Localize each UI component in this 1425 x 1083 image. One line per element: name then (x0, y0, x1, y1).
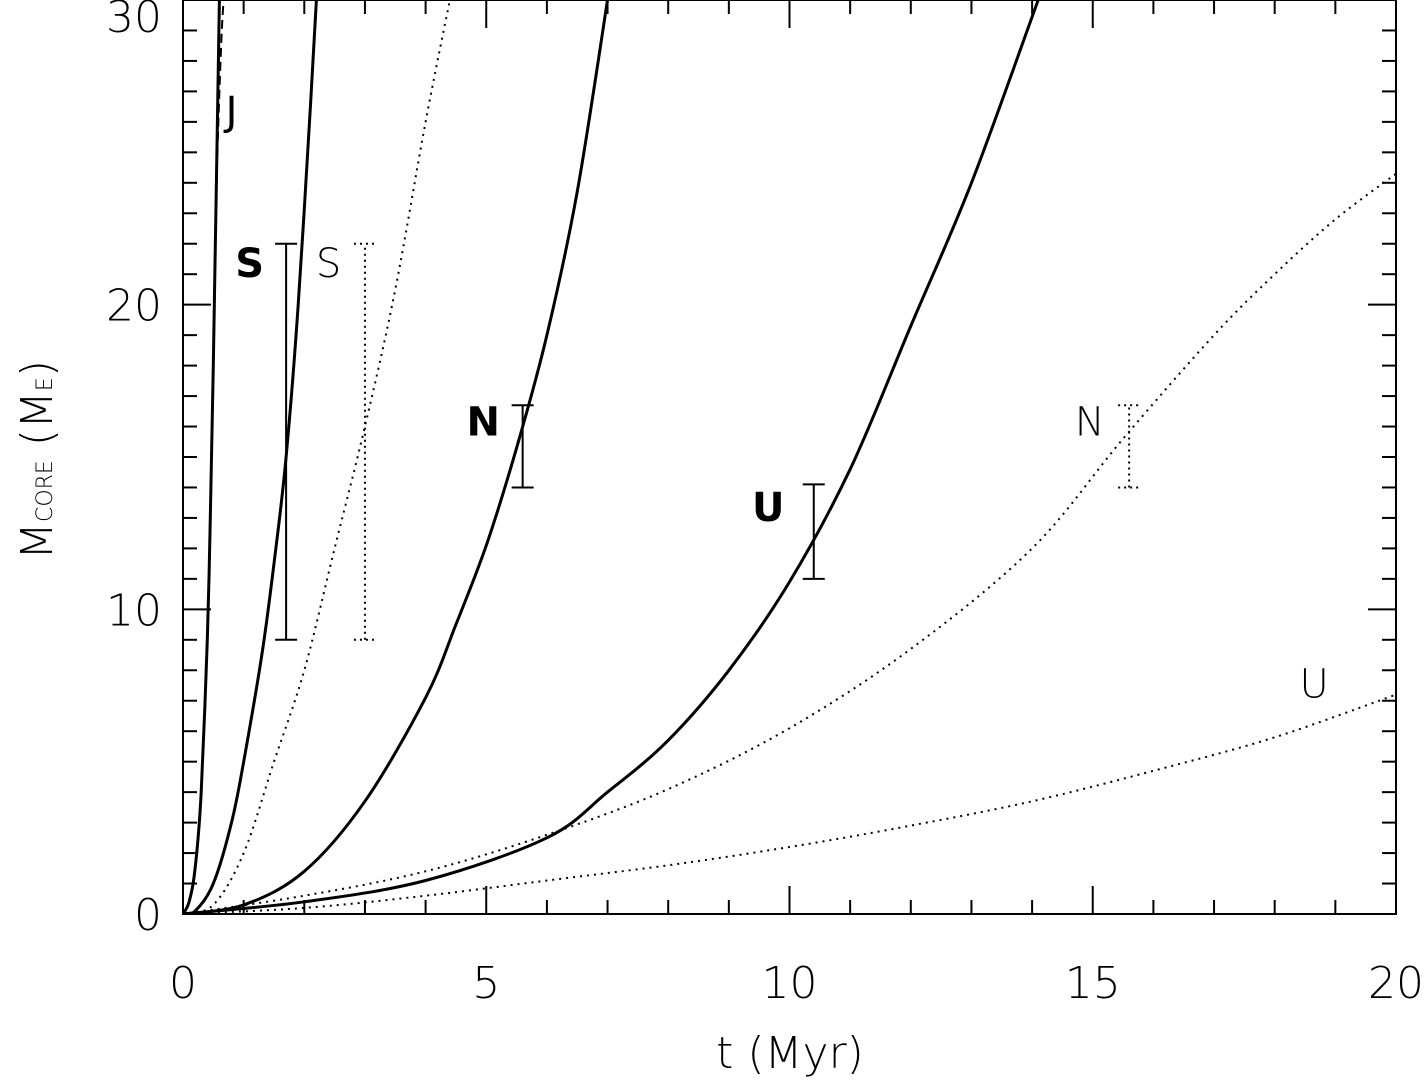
y-axis-title: MCORE (ME) (12, 360, 63, 560)
planet-label-u-5: U (752, 485, 784, 531)
svg-text:MCORE (ME): MCORE (ME) (12, 360, 63, 560)
series-line-3-solid (183, 0, 318, 914)
curves (183, 0, 1396, 914)
y-axis-title-main: M (12, 522, 63, 560)
series-line-6-solid (183, 0, 1040, 914)
planet-label-s-3: S (316, 241, 341, 287)
y-axis-title-sub: CORE (33, 460, 58, 522)
x-tick-label: 5 (472, 958, 500, 1009)
plot-area: 0 5 10 15 20 0 10 20 30 J S S N U N U (106, 0, 1424, 1009)
x-tick-label: 15 (1065, 958, 1121, 1009)
y-tick-label: 0 (134, 890, 162, 941)
y-axis-title-unit-sub: E (33, 377, 58, 391)
series-line-1-solid (183, 0, 221, 914)
error-bar-1 (275, 242, 298, 641)
series-line-2-dashed (215, 0, 225, 183)
y-tick-label: 10 (106, 585, 162, 636)
series-line-7-dotted (183, 172, 1396, 914)
x-tick-label: 20 (1368, 958, 1424, 1009)
y-tick-label: 20 (106, 281, 162, 332)
y-axis-title-unit-close: ) (12, 360, 63, 377)
planet-label-n-6: N (1075, 400, 1105, 446)
error-bar-2 (353, 242, 376, 641)
planet-label-n-4: N (466, 400, 499, 446)
y-tick-label: 30 (106, 0, 162, 43)
series-line-8-dotted (183, 693, 1396, 914)
planet-label-j-1: J (223, 89, 238, 135)
planet-label-s-2: S (235, 241, 264, 287)
error-bar-5 (802, 483, 825, 580)
error-bar-4 (1118, 404, 1141, 489)
y-axis-title-unit-open: (M (12, 391, 63, 460)
x-axis-title: t (Myr) (716, 1028, 864, 1079)
error-bar-3 (511, 404, 534, 489)
x-tick-label: 0 (169, 958, 197, 1009)
x-tick-label: 10 (762, 958, 818, 1009)
series-line-5-solid (183, 0, 609, 914)
series-line-4-dotted (183, 0, 451, 914)
planet-label-u-7: U (1299, 662, 1328, 708)
